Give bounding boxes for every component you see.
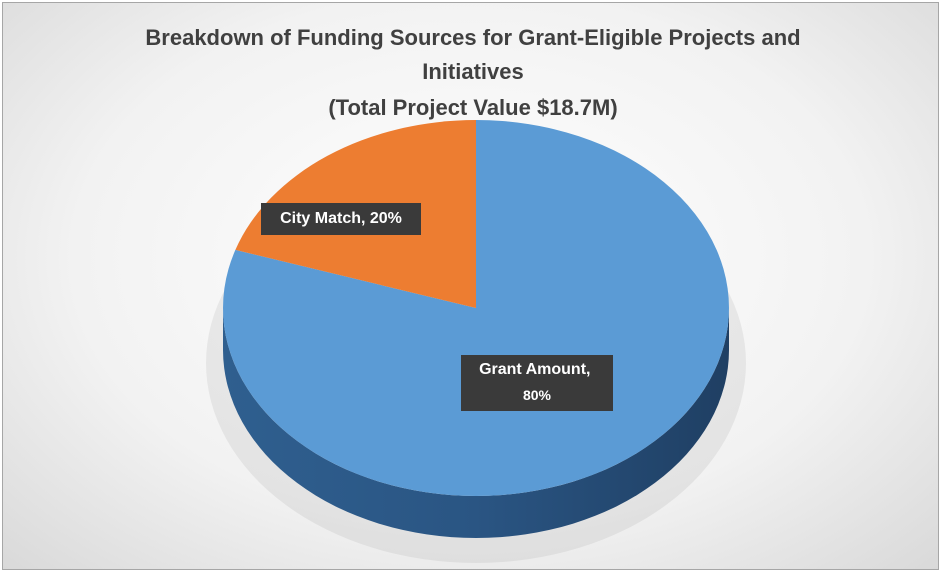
data-label-line: Grant Amount,	[479, 361, 595, 378]
data-label-line: 80%	[523, 387, 552, 403]
data-label-box	[261, 203, 421, 235]
pie-plot: Grant Amount, 80% City Match, 20%	[206, 120, 746, 563]
data-label: Grant Amount, 80%	[479, 361, 595, 402]
slice-side	[223, 308, 729, 538]
chart-subtitle: (Total Project Value $18.7M)	[328, 95, 618, 120]
data-label: City Match, 20%	[280, 210, 402, 227]
data-label-box	[461, 355, 613, 411]
chart-title: Breakdown of Funding Sources for Grant-E…	[145, 25, 801, 84]
